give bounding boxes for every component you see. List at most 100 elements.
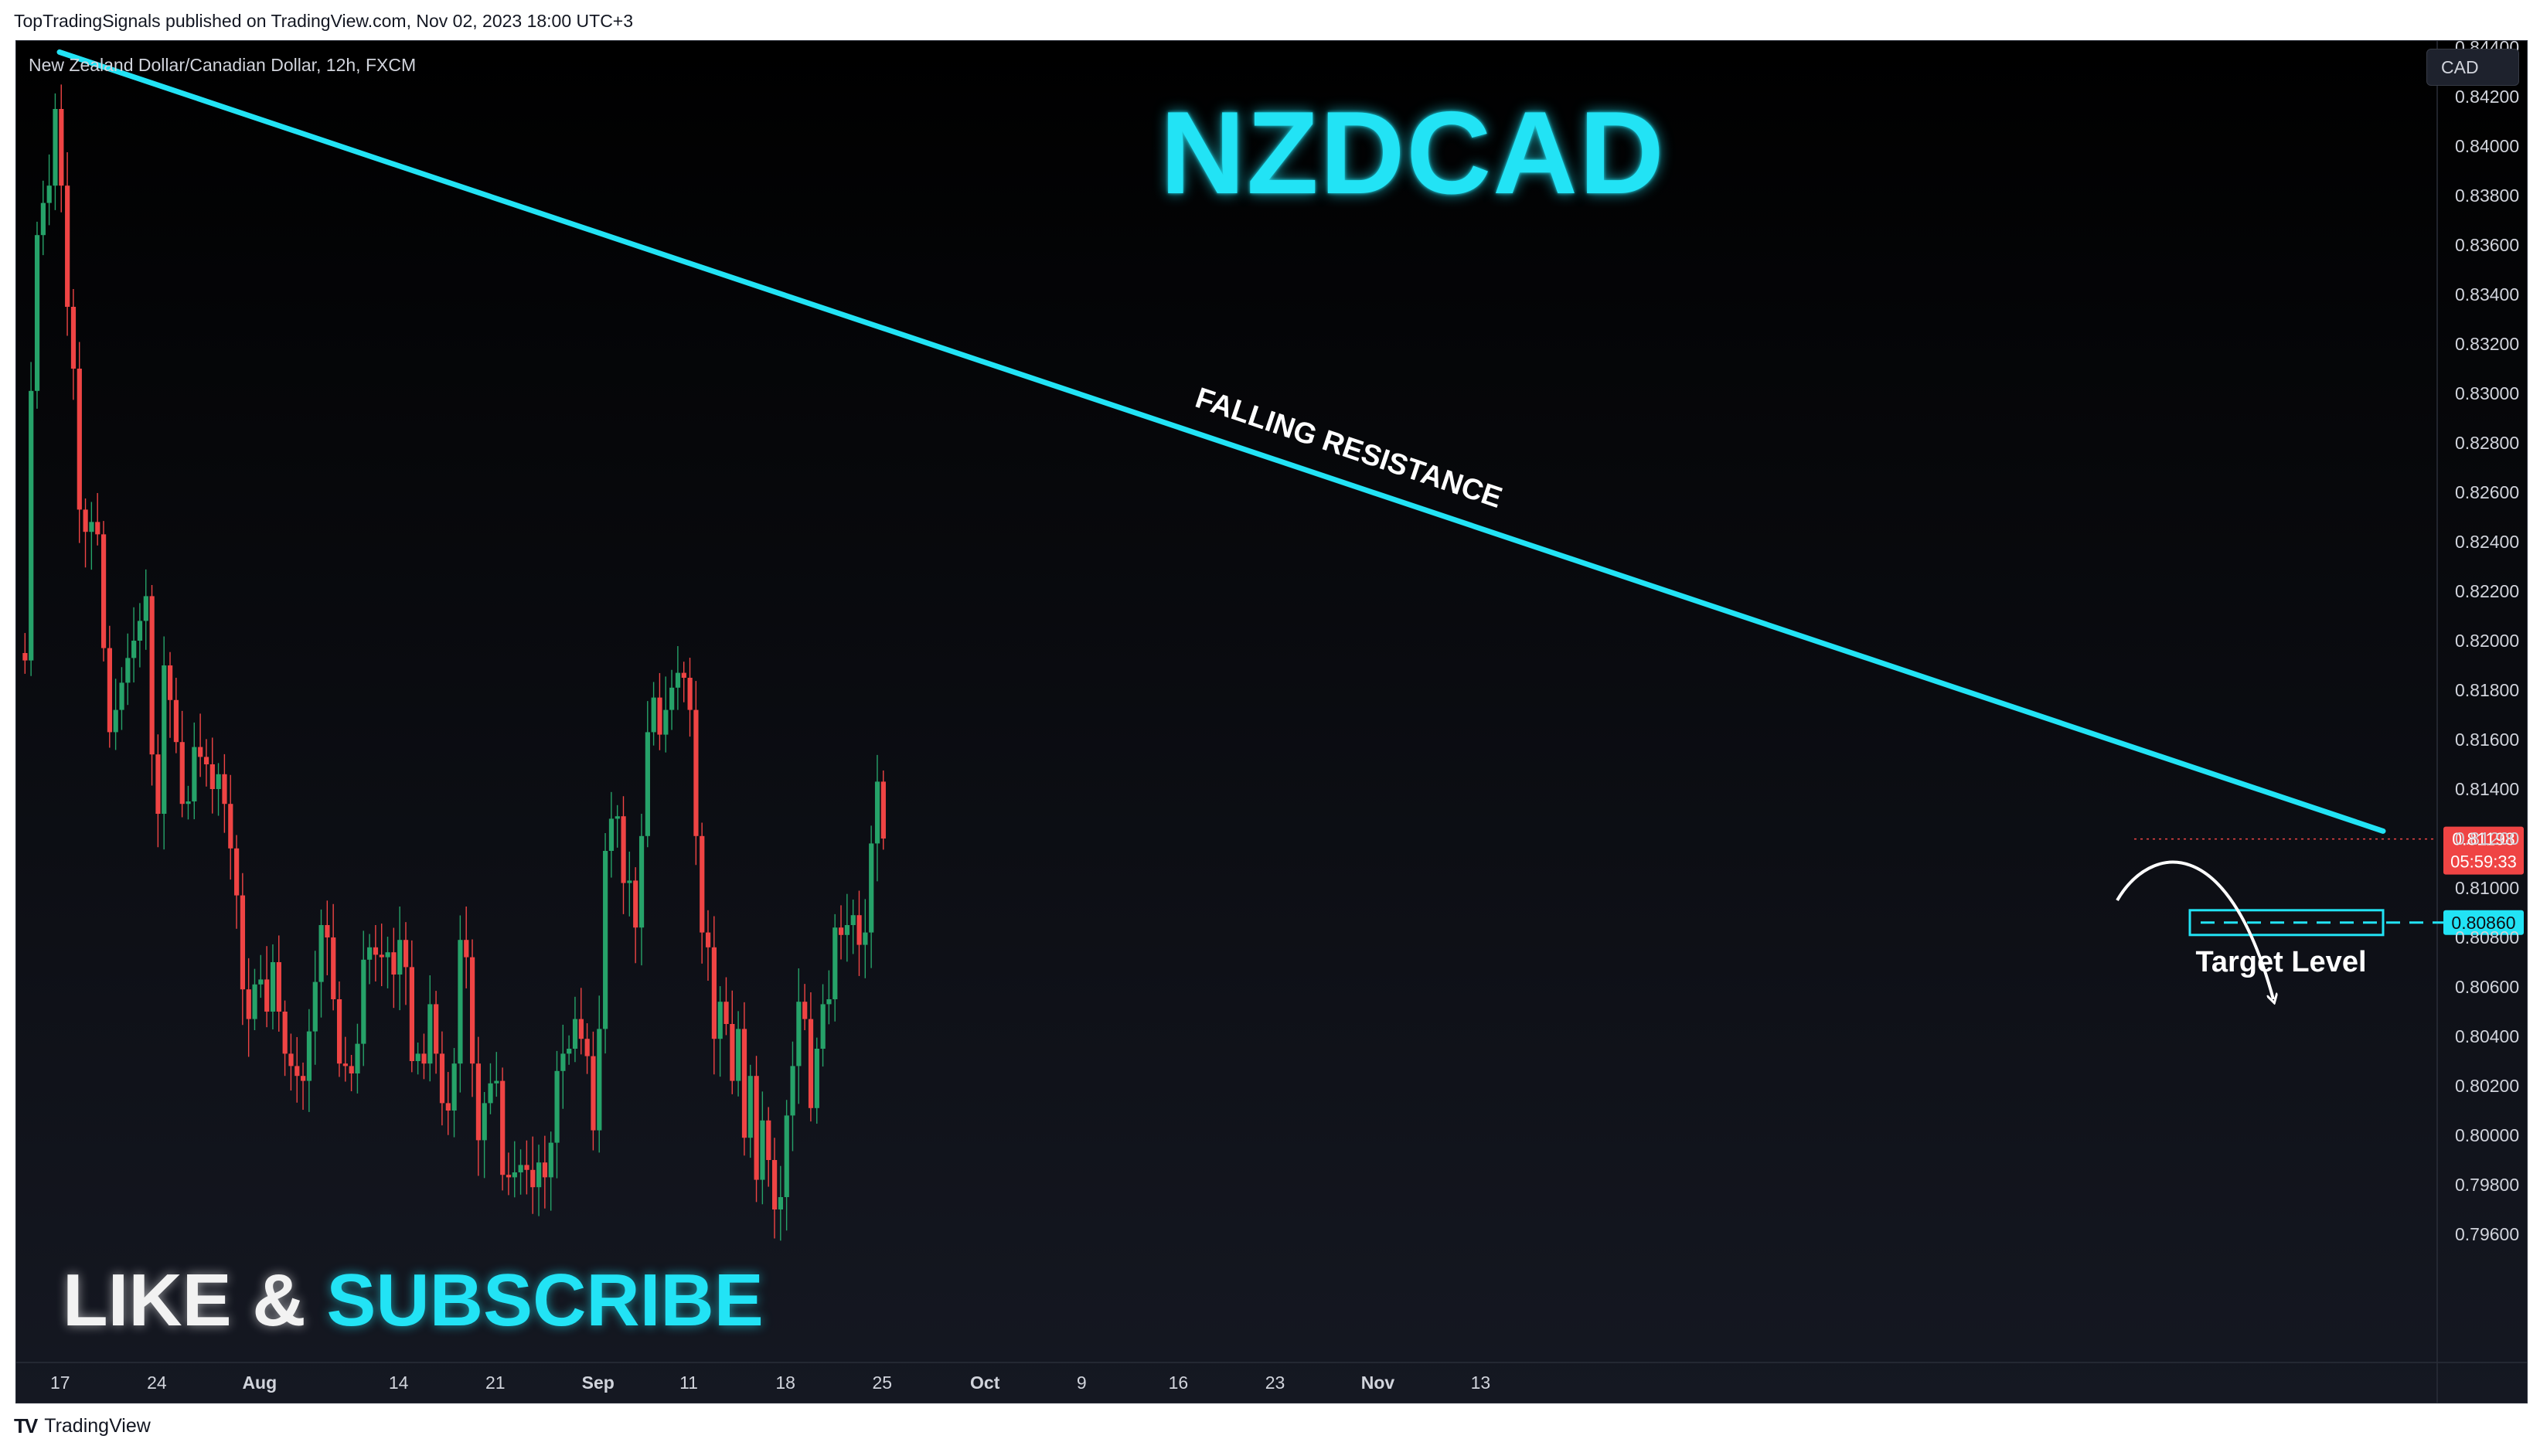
candle-body-bull <box>869 843 874 933</box>
candle-body-bear <box>409 967 414 1061</box>
countdown-text: 05:59:33 <box>2450 852 2517 872</box>
candle-body-bear <box>633 880 638 928</box>
subscribe-text: SUBSCRIBE <box>326 1259 764 1342</box>
candle-body-bear <box>445 1103 451 1111</box>
candle-body-bull <box>385 952 390 958</box>
candle-body-bull <box>512 1172 517 1178</box>
currency-button[interactable]: CAD <box>2426 49 2519 86</box>
last-price-tag <box>2443 826 2524 875</box>
candle-body-bull <box>53 109 58 186</box>
candle-body-bear <box>342 1063 348 1066</box>
candle-body-bull <box>355 1043 360 1073</box>
candle-body-bear <box>802 1002 808 1019</box>
candle-body-bear <box>336 999 342 1064</box>
candle-body-bull <box>125 658 131 683</box>
candle-body-bull <box>270 962 276 1012</box>
candle-body-bull <box>669 687 675 710</box>
candle-body-bear <box>83 509 88 532</box>
candle-body-bear <box>403 940 409 968</box>
candle-body-bull <box>608 818 615 851</box>
candle-body-bear <box>168 665 173 700</box>
candle-body-bull <box>518 1165 523 1172</box>
target-zone-box <box>2188 909 2385 937</box>
candle-body-bear <box>59 109 64 186</box>
candle-body-bear <box>657 697 662 735</box>
candle-body-bull <box>361 959 366 1044</box>
candle-body-bull <box>874 781 880 844</box>
candle-body-bull <box>554 1070 560 1143</box>
price-tick-label: 0.80000 <box>2455 1125 2519 1145</box>
candles-layer <box>22 84 886 1241</box>
candle-body-bull <box>192 747 197 801</box>
candle-body-bear <box>349 1066 354 1073</box>
candle-body-bear <box>705 932 711 947</box>
price-tick-label: 0.83600 <box>2455 235 2519 255</box>
price-tick-label: 0.83800 <box>2455 185 2519 206</box>
candle-body-bull <box>427 1004 433 1064</box>
candle-body-bear <box>621 816 626 883</box>
time-tick-label: 11 <box>679 1373 698 1393</box>
price-tick-label: 0.82200 <box>2455 581 2519 601</box>
candle-body-bull <box>46 185 52 203</box>
price-tick-label: 0.84000 <box>2455 136 2519 156</box>
chart-frame[interactable]: FALLING RESISTANCE Target Level 0.80860 0.8… <box>15 40 2528 1403</box>
candle-body-bull <box>747 1076 753 1138</box>
candle-body-bear <box>240 895 246 990</box>
candle-body-bull <box>397 940 403 975</box>
tradingview-logo-icon: TV <box>14 1414 38 1437</box>
candle-body-bull <box>318 925 324 982</box>
candle-body-bull <box>306 1031 312 1081</box>
price-tick-label: 0.80800 <box>2455 927 2519 947</box>
candle-body-bear <box>542 1162 548 1178</box>
price-tick-label: 0.81600 <box>2455 730 2519 750</box>
price-tick-label: 0.83400 <box>2455 284 2519 304</box>
candle-body-bull <box>572 1019 578 1049</box>
candle-body-bear <box>584 1039 590 1056</box>
candle-body-bull <box>458 940 463 1064</box>
price-tick-label: 0.80400 <box>2455 1026 2519 1046</box>
candle-body-bear <box>591 1056 596 1131</box>
candle-body-bear <box>391 952 397 975</box>
like-text: LIKE & <box>63 1259 327 1342</box>
candle-body-bear <box>711 947 717 1039</box>
candle-body-bull <box>143 596 148 621</box>
candle-body-bear <box>179 742 185 805</box>
candle-body-bear <box>839 927 844 935</box>
candle-body-bear <box>434 1004 439 1054</box>
candle-body-bull <box>627 880 632 883</box>
price-tick-label: 0.82000 <box>2455 631 2519 651</box>
time-tick-label: 17 <box>50 1373 70 1393</box>
time-tick-label: 23 <box>1265 1373 1285 1393</box>
candle-body-bear <box>331 937 336 999</box>
candle-body-bear <box>808 1019 814 1108</box>
candle-body-bull <box>137 621 143 641</box>
candle-body-bear <box>100 534 107 648</box>
candle-body-bear <box>741 1029 747 1138</box>
time-tick-label: 16 <box>1169 1373 1189 1393</box>
candle-body-bear <box>524 1165 529 1170</box>
candle-body-bear <box>681 672 686 678</box>
price-tick-label: 0.80200 <box>2455 1076 2519 1096</box>
candle-body-bear <box>470 957 475 1064</box>
candle-body-bull <box>820 1004 826 1049</box>
candle-body-bull <box>536 1162 542 1188</box>
candle-body-bear <box>880 781 886 839</box>
candle-body-bear <box>95 522 100 535</box>
price-tick-label: 0.81400 <box>2455 779 2519 799</box>
time-axis[interactable]: 17 24 Aug 14 21 Sep 11 18 25 Oct 9 16 23 Nov 13 <box>50 1373 1490 1393</box>
candle-body-bear <box>288 1053 294 1066</box>
candle-body-bull <box>638 835 645 928</box>
projection-arrow <box>2116 860 2273 999</box>
candle-body-bull <box>415 1053 420 1061</box>
candle-body-bull <box>162 665 167 814</box>
candle-body-bull <box>34 235 40 391</box>
time-tick-label: 24 <box>147 1373 167 1393</box>
candle-body-bear <box>222 774 227 805</box>
tradingview-footer[interactable]: TV TradingView <box>14 1414 151 1438</box>
candle-body-bull <box>567 1049 572 1054</box>
candle-body-bear <box>203 757 209 764</box>
price-axis[interactable]: 0.844000.842000.840000.838000.836000.834… <box>2455 41 2519 1244</box>
price-tick-label: 0.79800 <box>2455 1175 2519 1195</box>
candle-body-bull <box>790 1066 795 1116</box>
